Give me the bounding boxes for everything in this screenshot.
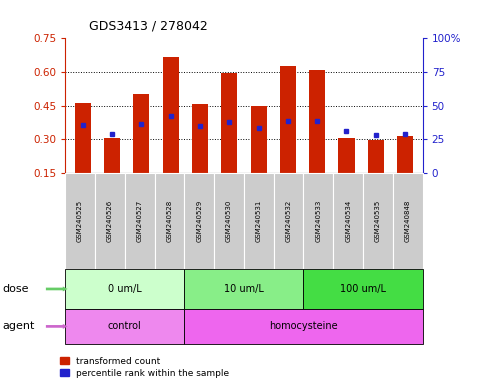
Bar (280, 66, 296, 173)
Text: GSM240535: GSM240535 (375, 200, 381, 242)
Bar (104, 138, 120, 173)
Text: GDS3413 / 278042: GDS3413 / 278042 (89, 20, 208, 33)
Bar (339, 138, 355, 173)
Bar (75, 103, 91, 173)
Text: 100 um/L: 100 um/L (340, 284, 386, 294)
Text: GSM240528: GSM240528 (167, 200, 172, 242)
Text: GSM240531: GSM240531 (256, 200, 262, 242)
Bar (368, 140, 384, 173)
Text: GSM240526: GSM240526 (107, 200, 113, 242)
Text: control: control (108, 321, 142, 331)
Bar (133, 94, 149, 173)
Text: GSM240525: GSM240525 (77, 200, 83, 242)
Legend: transformed count, percentile rank within the sample: transformed count, percentile rank withi… (60, 357, 229, 377)
Text: GSM240848: GSM240848 (405, 200, 411, 242)
Text: homocysteine: homocysteine (269, 321, 338, 331)
Text: GSM240533: GSM240533 (315, 200, 321, 242)
Text: GSM240527: GSM240527 (137, 200, 142, 242)
Bar (192, 104, 208, 173)
Text: GSM240530: GSM240530 (226, 200, 232, 242)
Text: 0 um/L: 0 um/L (108, 284, 142, 294)
Bar (163, 58, 179, 173)
Bar (221, 73, 237, 173)
Text: GSM240534: GSM240534 (345, 200, 351, 242)
Text: dose: dose (2, 284, 29, 294)
Text: GSM240529: GSM240529 (196, 200, 202, 242)
Bar (251, 106, 267, 173)
Text: GSM240532: GSM240532 (285, 200, 292, 242)
Bar (397, 136, 413, 173)
Text: agent: agent (2, 321, 35, 331)
Bar (309, 70, 325, 173)
Text: 10 um/L: 10 um/L (224, 284, 264, 294)
